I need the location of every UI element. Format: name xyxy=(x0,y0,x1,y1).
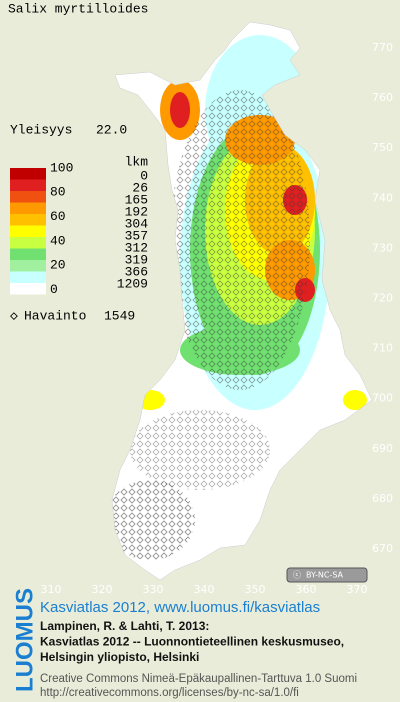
x-axis-label: 340 xyxy=(194,583,215,596)
x-axis-label: 360 xyxy=(296,583,317,596)
y-axis-label: 760 xyxy=(372,91,393,104)
citation-line: Kasviatlas 2012 -- Luonnontieteellinen k… xyxy=(40,635,344,649)
x-axis-label: 320 xyxy=(92,583,113,596)
legend-swatch xyxy=(10,191,46,203)
title: Salix myrtilloides xyxy=(8,1,148,16)
observation-symbol: ◇ xyxy=(10,308,18,323)
legend-swatch xyxy=(10,225,46,237)
legend-count: 319 xyxy=(125,252,148,267)
license-line: Creative Commons Nimeä-Epäkaupallinen-Ta… xyxy=(40,673,357,685)
observation-label: Havainto xyxy=(24,308,86,323)
citation-line: Lampinen, R. & Lahti, T. 2013: xyxy=(40,619,209,633)
y-axis-label: 730 xyxy=(372,241,393,254)
legend-swatch xyxy=(10,237,46,249)
footer-heading[interactable]: Kasviatlas 2012, www.luomus.fi/kasviatla… xyxy=(40,599,320,616)
cc-icon: ⓒ xyxy=(293,571,301,580)
legend-swatch xyxy=(10,214,46,226)
axes: 770 760 750 740 730 720 710 700 690 680 670 310 320 3… xyxy=(41,41,394,596)
y-axis-label: 700 xyxy=(372,392,393,405)
brand: LUOMUS xyxy=(11,588,38,692)
license-line: http://creativecommons.org/licenses/by-n… xyxy=(40,687,299,699)
x-axis-label: 310 xyxy=(41,583,62,596)
frequency-label: Yleisyys xyxy=(10,122,72,137)
legend-scale-label: 20 xyxy=(50,258,66,273)
legend-swatch xyxy=(10,202,46,214)
legend-scale-label: 100 xyxy=(50,160,73,175)
y-axis-label: 720 xyxy=(372,292,393,305)
legend-count: 0 xyxy=(140,168,148,183)
legend-count: 1209 xyxy=(117,276,148,291)
x-axis-label: 330 xyxy=(143,583,164,596)
license-badge[interactable] xyxy=(286,567,368,583)
legend-scale-label: 60 xyxy=(50,209,66,224)
legend-count: 312 xyxy=(125,240,148,255)
frequency-value: 22.0 xyxy=(96,122,127,137)
legend-count: 366 xyxy=(125,264,148,279)
y-axis-label: 770 xyxy=(372,41,393,54)
legend-scale-label: 80 xyxy=(50,185,66,200)
legend-scale-label: 0 xyxy=(50,282,58,297)
legend-count: 304 xyxy=(125,216,149,231)
legend-swatch xyxy=(10,271,46,283)
observation-value: 1549 xyxy=(104,308,135,323)
legend-swatch xyxy=(10,168,46,180)
y-axis-label: 710 xyxy=(372,342,393,355)
legend-swatch xyxy=(10,283,46,295)
x-axis-label: 370 xyxy=(347,583,368,596)
y-axis-label: 740 xyxy=(372,191,393,204)
legend-count: 26 xyxy=(132,180,148,195)
citation-line: Helsingin yliopisto, Helsinki xyxy=(40,650,199,664)
legend-count: 192 xyxy=(125,204,148,219)
footer: Lampinen, R. & Lahti, T. 2013: Kasviatlas… xyxy=(40,619,357,699)
x-axis-label: 350 xyxy=(245,583,266,596)
y-axis-label: 680 xyxy=(372,492,393,505)
y-axis-label: 670 xyxy=(372,542,393,555)
legend-count: 357 xyxy=(125,228,148,243)
y-axis-label: 690 xyxy=(372,442,393,455)
license-badge-text: BY-NC-SA xyxy=(306,571,344,580)
legend-swatch xyxy=(10,248,46,260)
legend-swatch xyxy=(10,179,46,191)
legend-scale-label: 40 xyxy=(50,233,66,248)
legend-count: 165 xyxy=(125,192,148,207)
count-header: lkm xyxy=(125,154,149,169)
y-axis-label: 750 xyxy=(372,141,393,154)
legend-swatch xyxy=(10,260,46,272)
